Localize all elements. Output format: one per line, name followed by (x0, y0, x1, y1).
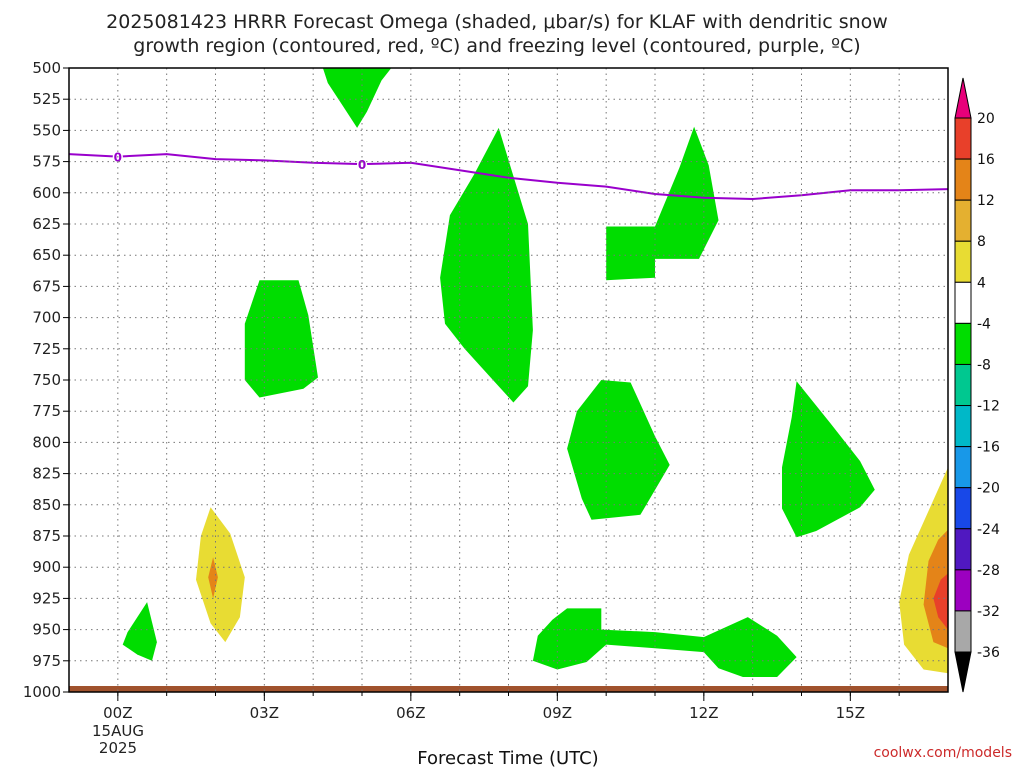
colorbar-segment (954, 363, 972, 407)
y-tick-label: 575 (32, 153, 61, 171)
colorbar-label: -8 (977, 357, 991, 373)
x-subtitle-year: 2025 (99, 739, 137, 757)
x-axis-ticks: 00Z 03Z 06Z 09Z 12Z 15Z (103, 692, 900, 722)
y-tick-label: 650 (32, 246, 61, 264)
x-tick-label: 06Z (396, 704, 425, 722)
x-subtitle-date: 15AUG (92, 722, 144, 740)
freezing-level-label: 0 (114, 151, 122, 165)
colorbar-segment (954, 117, 972, 160)
y-tick-label: 600 (32, 184, 61, 202)
colorbar-top-arrow (954, 77, 972, 119)
omega-region (208, 557, 218, 599)
x-tick-label: 03Z (250, 704, 279, 722)
colorbar-segment (954, 240, 972, 283)
y-tick-label: 825 (32, 465, 61, 483)
colorbar-label: 16 (977, 152, 995, 168)
y-tick-label: 950 (32, 621, 61, 639)
colorbar-label: -4 (977, 316, 991, 332)
colorbar: 20 16 12 8 4 -4 -8 -12 -16 -20 -24 -28 -32 -36 (954, 77, 1000, 693)
colorbar-segment (954, 322, 972, 365)
colorbar-segment (954, 610, 972, 653)
y-tick-label: 850 (32, 496, 61, 514)
y-tick-label: 625 (32, 215, 61, 233)
y-tick-label: 700 (32, 309, 61, 327)
y-tick-label: 550 (32, 121, 61, 139)
omega-region (196, 507, 245, 643)
y-tick-label: 1000 (23, 683, 61, 701)
y-tick-label: 500 (32, 59, 61, 77)
colorbar-label: 12 (977, 193, 995, 209)
colorbar-segment (954, 528, 972, 571)
y-tick-label: 925 (32, 589, 61, 607)
omega-region (606, 226, 655, 281)
y-tick-label: 675 (32, 277, 61, 295)
omega-region (440, 127, 533, 403)
y-tick-label: 525 (32, 90, 61, 108)
credit-label[interactable]: coolwx.com/models (874, 745, 1012, 761)
y-tick-label: 750 (32, 371, 61, 389)
colorbar-label: 8 (977, 234, 986, 250)
y-tick-label: 975 (32, 652, 61, 670)
omega-region (782, 381, 875, 538)
y-tick-label: 725 (32, 340, 61, 358)
colorbar-segment (954, 487, 972, 530)
colorbar-segment (954, 405, 972, 448)
x-axis-label: Forecast Time (UTC) (417, 748, 598, 768)
colorbar-label: -28 (977, 563, 1000, 579)
x-tick-label: 12Z (689, 704, 718, 722)
colorbar-segment (954, 199, 972, 242)
x-tick-label: 00Z (103, 704, 132, 722)
colorbar-label: -32 (977, 604, 1000, 620)
plot-area: 00 (68, 68, 949, 692)
colorbar-segment (954, 446, 972, 489)
x-tick-label: 15Z (836, 704, 865, 722)
chart-title-line-1: 2025081423 HRRR Forecast Omega (shaded, … (106, 11, 888, 33)
colorbar-label: -12 (977, 399, 1000, 415)
y-tick-label: 775 (32, 402, 61, 420)
y-axis-ticks: 500 525 550 575 600 625 650 675 700 725 750 775 800 8… (23, 59, 69, 701)
omega-region (933, 573, 948, 630)
colorbar-label: -20 (977, 481, 1000, 497)
colorbar-bottom-arrow (954, 651, 972, 693)
colorbar-label: 4 (977, 275, 986, 291)
colorbar-segment (954, 281, 972, 324)
colorbar-label: -36 (977, 645, 1000, 661)
x-tick-label: 09Z (543, 704, 572, 722)
colorbar-label: -24 (977, 522, 1000, 538)
omega-region (567, 380, 670, 520)
colorbar-label: -16 (977, 440, 1000, 456)
omega-region (322, 68, 392, 128)
omega-region (122, 602, 157, 661)
colorbar-label: 20 (977, 111, 995, 127)
y-tick-label: 875 (32, 527, 61, 545)
y-tick-label: 900 (32, 558, 61, 576)
terrain-band (69, 686, 948, 692)
colorbar-segment (954, 569, 972, 612)
y-tick-label: 800 (32, 433, 61, 451)
chart-title-line-2: growth region (contoured, red, ºC) and f… (133, 35, 860, 57)
colorbar-segment (954, 158, 972, 201)
omega-region (532, 608, 797, 677)
omega-region (606, 126, 719, 259)
freezing-level-label: 0 (358, 158, 366, 172)
omega-region (244, 280, 318, 398)
grid-lines (68, 67, 949, 693)
